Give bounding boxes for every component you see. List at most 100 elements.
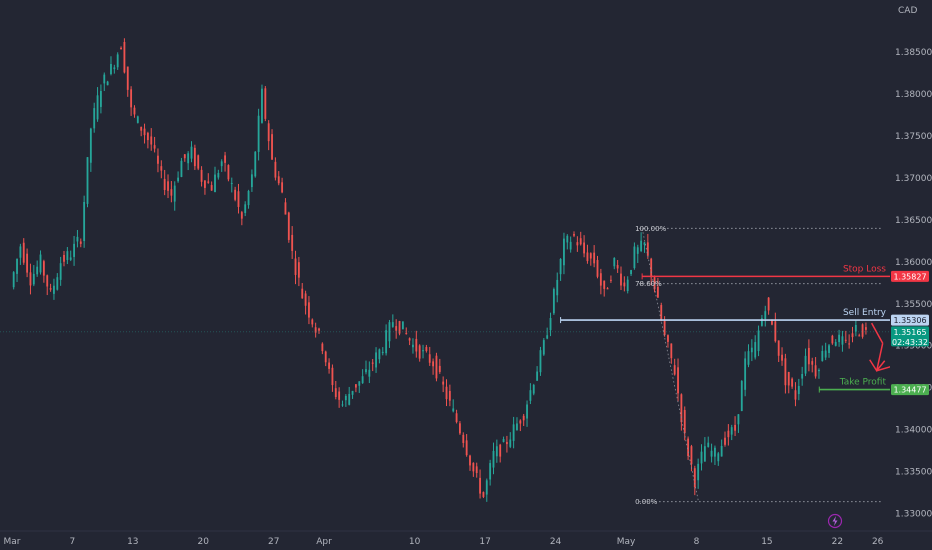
candle-body	[274, 161, 277, 178]
candle-body	[341, 404, 344, 406]
candle-body	[566, 235, 569, 243]
candle-body	[49, 288, 52, 290]
candle-body	[502, 439, 505, 442]
candle-body	[559, 258, 562, 275]
candle-body	[754, 342, 757, 358]
candle-body	[76, 236, 79, 242]
candle-body	[214, 174, 216, 193]
candle-body	[683, 409, 686, 434]
price-badge-stop-loss	[891, 270, 929, 282]
candle-body	[96, 95, 99, 120]
candle-body	[401, 321, 404, 330]
candle-body	[59, 263, 62, 280]
candle-body	[828, 345, 830, 353]
candle-body	[539, 350, 542, 373]
candle-body	[261, 88, 263, 123]
overlays-layer: 100.00% 78.60% 0.00% Stop Loss Sell Entry Tak…	[0, 225, 894, 506]
lightning-glyph	[832, 516, 838, 526]
candle-body	[841, 336, 844, 345]
lightning-icon-button[interactable]	[827, 513, 843, 529]
candle-body	[586, 252, 589, 262]
candle-body	[687, 438, 690, 457]
candle-body	[532, 384, 535, 394]
price-tick-label: 1.35500	[895, 300, 932, 310]
candle-body	[818, 369, 820, 372]
candle-body	[509, 439, 512, 447]
price-axis-background	[890, 0, 932, 530]
candle-body	[200, 169, 203, 182]
time-tick-label: 13	[127, 537, 138, 547]
candle-body	[519, 420, 522, 424]
projection-arrow-head	[869, 359, 886, 373]
level-label-take-profit: Take Profit	[839, 378, 887, 388]
candle-body	[469, 455, 471, 466]
candle-body	[146, 132, 149, 141]
candle-body	[16, 258, 18, 274]
candle-body	[230, 183, 233, 185]
candle-body	[378, 349, 381, 360]
candle-body	[680, 394, 683, 423]
candle-body	[408, 338, 411, 341]
candle-body	[771, 320, 773, 325]
candle-body	[583, 242, 586, 254]
candle-body	[338, 391, 341, 400]
candle-body	[79, 241, 82, 244]
candle-body	[573, 234, 575, 236]
candle-body	[804, 355, 807, 374]
candle-body	[294, 258, 297, 275]
candle-body	[415, 338, 418, 352]
candle-body	[448, 390, 451, 401]
candle-body	[848, 343, 851, 345]
candle-body	[714, 447, 716, 457]
candle-body	[204, 180, 206, 188]
candle-body	[395, 326, 398, 331]
candle-body	[707, 442, 710, 447]
candle-body	[834, 342, 837, 346]
candle-body	[113, 67, 116, 70]
candle-body	[391, 322, 394, 327]
candle-body	[750, 347, 753, 353]
candle-body	[737, 414, 740, 425]
candle-body	[797, 386, 800, 395]
candle-body	[727, 430, 730, 438]
candle-body	[358, 381, 361, 386]
time-axis[interactable]: Mar 7 13 20 27 Apr 10 17 24 May 8 15 22 26	[4, 537, 884, 547]
candle-body	[542, 340, 545, 355]
candle-body	[824, 350, 827, 358]
candle-body	[120, 47, 122, 50]
candle-body	[650, 258, 653, 278]
price-tick-label: 1.34000	[895, 426, 932, 436]
candle-body	[428, 354, 431, 363]
candle-body	[485, 480, 488, 495]
candle-body	[472, 462, 475, 472]
candle-body	[375, 352, 377, 368]
candle-body	[69, 257, 72, 260]
candle-body	[281, 182, 284, 193]
candle-body	[670, 343, 673, 359]
candle-body	[499, 444, 502, 457]
candle-body	[495, 446, 498, 457]
candle-body	[814, 365, 817, 377]
candle-body	[22, 242, 25, 263]
candle-body	[610, 279, 612, 281]
candle-body	[787, 372, 790, 386]
price-badge-take-profit	[891, 384, 929, 396]
candle-body	[351, 390, 354, 395]
candle-body	[774, 321, 777, 342]
currency-label: CAD	[898, 6, 917, 16]
candle-body	[133, 107, 136, 115]
candle-body	[110, 64, 112, 75]
candle-body	[163, 178, 166, 191]
price-tick-label: 1.36000	[895, 258, 932, 268]
candle-body	[677, 367, 679, 394]
candle-body	[526, 404, 528, 419]
time-tick-label: 15	[761, 537, 772, 547]
lightning-icon[interactable]	[827, 513, 843, 529]
candle-body	[103, 74, 106, 84]
candle-body	[86, 157, 89, 204]
candle-body	[344, 395, 347, 401]
candle-body	[271, 134, 273, 160]
fib-level-label: 0.00%	[635, 498, 658, 506]
candle-body	[700, 451, 703, 464]
